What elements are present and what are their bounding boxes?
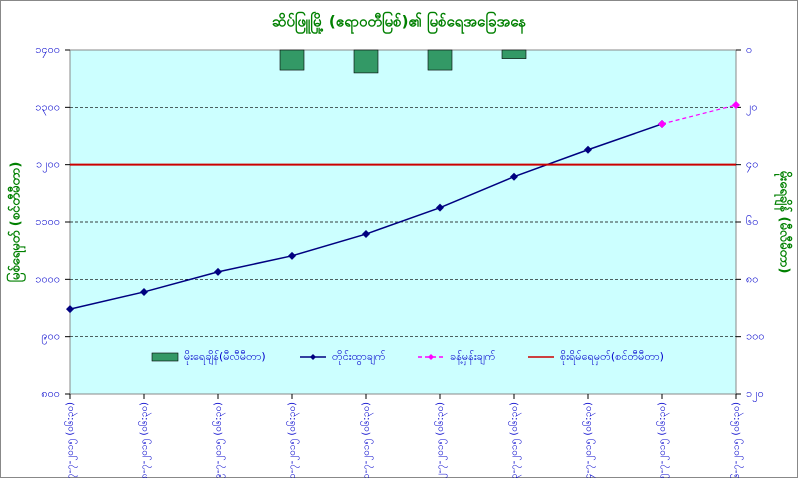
y-axis-label: မြစ်ရေမှတ် (စင်တီမီတာ) bbox=[6, 162, 27, 283]
legend-label: တိုင်းထွာချက် bbox=[332, 350, 386, 365]
point bbox=[510, 172, 518, 181]
y2-tick-label: ၂၀ bbox=[746, 100, 758, 115]
x-tick-label: ၁၀-၇-၂၀၁၅ (၀၆:၃၀) bbox=[285, 402, 300, 478]
x-tick-label: ၇-၇-၂၀၁၅ (၀၆:၃၀) bbox=[63, 402, 78, 478]
point bbox=[288, 251, 296, 260]
point bbox=[140, 287, 148, 296]
legend-label: မိုးရေချိန်(မီလီမီတာ) bbox=[184, 350, 266, 365]
rain-bar bbox=[427, 49, 453, 71]
rain-bar bbox=[353, 49, 379, 74]
y2-tick-label: ၄၀ bbox=[746, 158, 758, 173]
point bbox=[214, 267, 222, 276]
y-tick-label: ၁၀၀၀ bbox=[35, 272, 60, 285]
x-tick-label: ၁၅-၇-၂၀၁၅ (၀၆:၃၀) bbox=[655, 402, 670, 478]
y-tick-label: ၁၂၀၀ bbox=[36, 158, 60, 173]
x-tick-label: ၈-၇-၂၀၁၅ (၀၆:၃၀) bbox=[137, 402, 152, 478]
point bbox=[362, 230, 370, 239]
x-tick-label: ၁၆-၇-၂၀၁၅ (၀၆:၃၀) bbox=[729, 402, 744, 478]
x-tick-label: ၁၁-၇-၂၀၁၅ (၀၆:၃၀) bbox=[359, 402, 374, 478]
y2-tick-label: ၀ bbox=[746, 43, 752, 56]
y-tick-label: ၁၃၀၀ bbox=[35, 100, 60, 115]
point bbox=[658, 119, 666, 128]
y-tick-label: ၁၄၀၀ bbox=[35, 43, 60, 58]
y2-tick-label: ၁၂၀ bbox=[746, 387, 764, 402]
legend-swatch bbox=[151, 352, 179, 362]
point bbox=[732, 101, 740, 110]
point bbox=[584, 145, 592, 154]
y2-axis-label: မိုးရေချိန် (မီလီမီတာ) bbox=[774, 171, 794, 274]
legend-label: ခန့်မှန်းချက် bbox=[450, 350, 496, 365]
legend-marker bbox=[310, 354, 316, 360]
series-line bbox=[661, 104, 737, 125]
y2-tick-label: ၈၀ bbox=[746, 272, 758, 285]
point bbox=[436, 203, 444, 212]
rain-bar bbox=[501, 49, 527, 59]
point bbox=[66, 305, 74, 314]
y-tick-label: ၈၀၀ bbox=[41, 387, 60, 400]
y2-tick-label: ၆၀ bbox=[746, 215, 758, 228]
legend-label: စိုးရိမ်ရေမှတ်(စင်တီမီတာ) bbox=[560, 350, 664, 365]
y-tick-label: ၉၀၀ bbox=[41, 330, 60, 345]
x-tick-label: ၉-၇-၂၀၁၅ (၀၆:၃၀) bbox=[211, 402, 226, 478]
x-tick-label: ၁၄-၇-၂၀၁၅ (၀၆:၃၀) bbox=[581, 402, 596, 478]
y-tick-label: ၁၁၀၀ bbox=[35, 215, 60, 228]
x-tick-label: ၁၃-၇-၂၀၁၅ (၀၆:၃၀) bbox=[507, 402, 522, 478]
x-tick-label: ၁၂-၇-၂၀၁၅ (၀၆:၃၀) bbox=[433, 402, 448, 478]
legend-marker bbox=[428, 354, 434, 360]
rain-bar bbox=[279, 49, 305, 71]
y2-tick-label: ၁၀၀ bbox=[746, 330, 765, 343]
